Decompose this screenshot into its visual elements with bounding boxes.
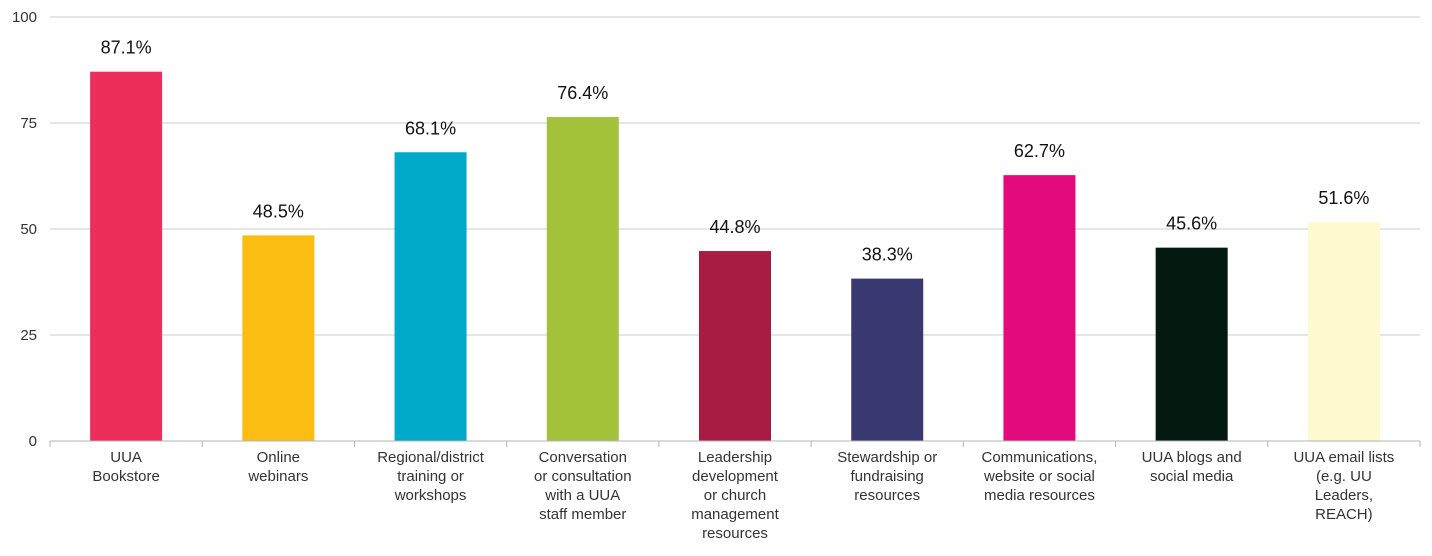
- category-label: Communications, website or social media re…: [981, 449, 1097, 504]
- bars: [90, 71, 1380, 442]
- category-label-line: Online: [257, 449, 300, 466]
- data-label: 68.1%: [405, 118, 456, 138]
- bar: [546, 117, 619, 442]
- bar: [851, 278, 924, 441]
- category-label: UUA Bookstore: [92, 449, 160, 485]
- category-label-line: webinars: [247, 468, 308, 485]
- bar: [242, 235, 315, 441]
- category-label-line: social media: [1150, 468, 1234, 485]
- category-label-line: website or social: [983, 468, 1095, 485]
- category-label: UUA blogs and social media: [1142, 449, 1242, 485]
- data-label: 62.7%: [1014, 141, 1065, 161]
- x-axis: [49, 440, 1421, 447]
- category-label-line: Regional/district: [377, 449, 485, 466]
- bar: [699, 251, 771, 441]
- category-label-line: workshops: [394, 487, 467, 504]
- bar: [1307, 222, 1380, 441]
- category-label-line: or consultation: [534, 468, 632, 485]
- category-labels: UUA Bookstore Online webinars Regional/distr…: [92, 449, 1394, 542]
- category-label-line: fundraising: [851, 468, 924, 485]
- category-label-line: development: [692, 468, 779, 485]
- y-tick-label: 50: [20, 221, 37, 238]
- y-tick-label: 100: [12, 9, 37, 26]
- bar: [394, 152, 467, 442]
- bar: [1155, 247, 1228, 441]
- data-label: 48.5%: [253, 201, 304, 221]
- data-label: 87.1%: [101, 38, 152, 58]
- category-label-line: REACH): [1315, 506, 1373, 523]
- bar: [90, 71, 163, 442]
- y-tick-label: 75: [20, 115, 37, 132]
- category-label-line: UUA: [110, 449, 142, 466]
- category-label-line: Stewardship or: [837, 449, 937, 466]
- category-label-line: (e.g. UU: [1316, 468, 1372, 485]
- bar: [1003, 175, 1076, 442]
- category-label: Online webinars: [247, 449, 308, 485]
- category-label: Regional/district training or workshops: [377, 449, 485, 504]
- category-label-line: Conversation: [539, 449, 627, 466]
- data-labels: 87.1% 48.5% 68.1% 76.4% 44.8% 38.3% 62.7% 45.6%…: [101, 38, 1370, 265]
- data-label: 45.6%: [1166, 214, 1217, 234]
- category-label: Conversation or consultation with a UUA sta…: [534, 449, 632, 523]
- category-label-line: staff member: [539, 506, 626, 523]
- category-label: Leadership development or church management…: [691, 449, 779, 542]
- data-label: 38.3%: [862, 245, 913, 265]
- category-label-line: or church: [704, 487, 767, 504]
- data-label: 51.6%: [1318, 188, 1369, 208]
- category-label-line: Bookstore: [92, 468, 160, 485]
- category-label: Stewardship or fundraising resources: [837, 449, 937, 504]
- data-label: 76.4%: [557, 83, 608, 103]
- category-label-line: Leadership: [698, 449, 772, 466]
- data-label: 44.8%: [709, 217, 760, 237]
- category-label-line: management: [691, 506, 779, 523]
- category-label-line: media resources: [984, 487, 1095, 504]
- category-label-line: UUA email lists: [1293, 449, 1394, 466]
- category-label-line: Communications,: [981, 449, 1097, 466]
- y-tick-label: 25: [20, 327, 37, 344]
- category-label-line: Leaders,: [1315, 487, 1373, 504]
- y-axis-tick-labels: 0 25 50 75 100: [12, 9, 37, 450]
- y-tick-label: 0: [29, 433, 37, 450]
- category-label-line: resources: [702, 525, 768, 542]
- category-label-line: with a UUA: [544, 487, 620, 504]
- category-label: UUA email lists (e.g. UU Leaders, REACH): [1293, 449, 1394, 523]
- category-label-line: resources: [854, 487, 920, 504]
- category-label-line: UUA blogs and: [1142, 449, 1242, 466]
- category-label-line: training or: [397, 468, 464, 485]
